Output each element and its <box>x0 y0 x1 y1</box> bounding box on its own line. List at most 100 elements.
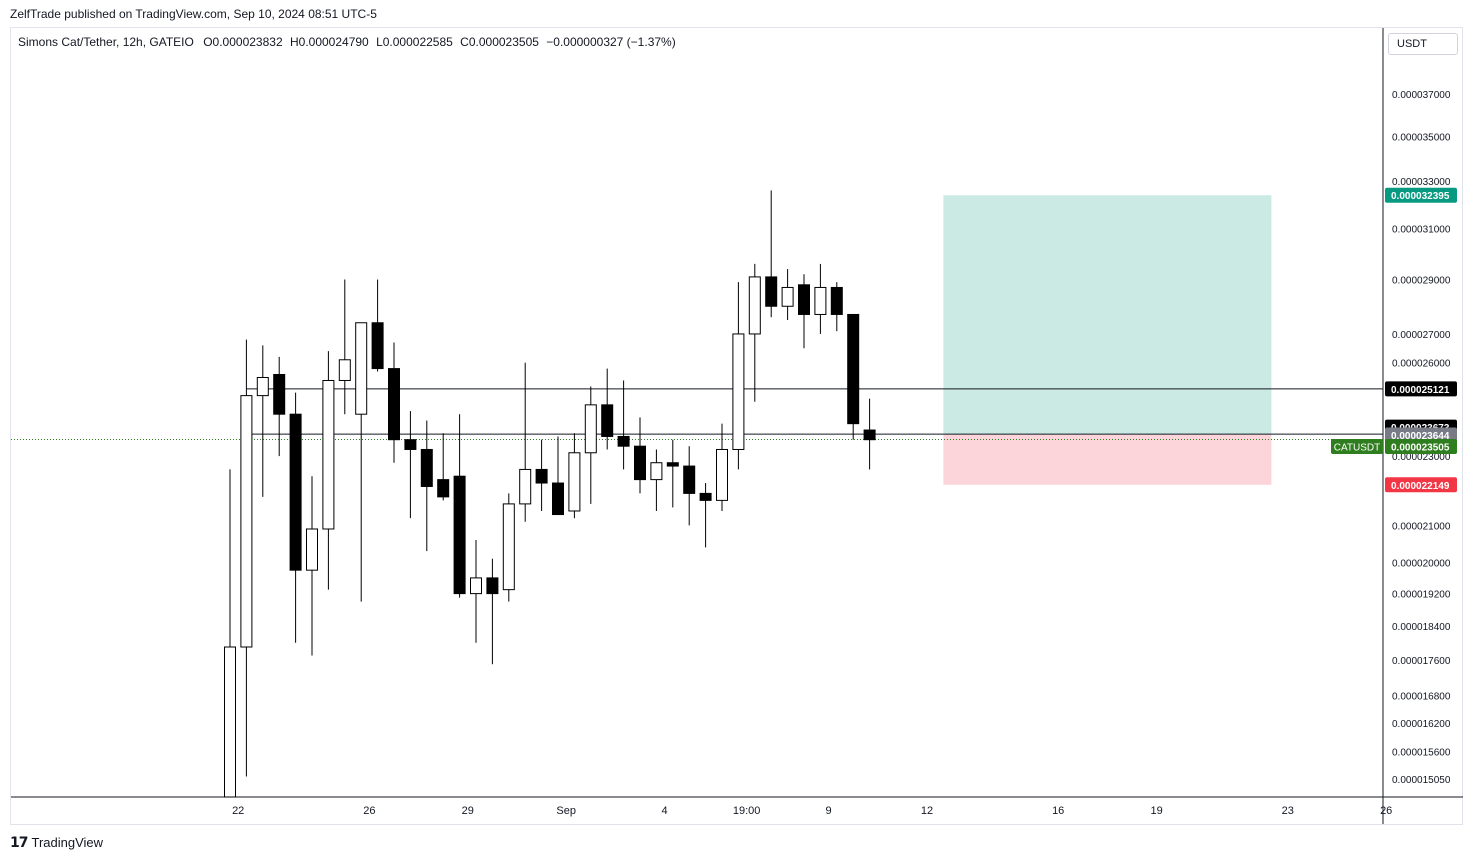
candle-bear-body <box>683 465 696 494</box>
price-label-bg <box>1385 381 1457 397</box>
price-label-text: 0.000023505 <box>1391 443 1450 454</box>
candle-bear-body <box>552 482 564 516</box>
tradingview-logo-icon: 𝟭𝟳 <box>10 834 29 850</box>
footer-brand[interactable]: 𝟭𝟳 TradingView <box>10 834 103 851</box>
x-tick-label: 19 <box>1150 805 1162 817</box>
candle <box>224 469 236 798</box>
price-label-text: 0.000032395 <box>1391 191 1450 202</box>
x-tick-label: 16 <box>1052 805 1064 817</box>
currency-selector[interactable]: USDT <box>1388 33 1458 55</box>
candle-bear-body <box>634 445 646 481</box>
price-label-text: 0.000022149 <box>1391 481 1450 492</box>
y-tick-label: 0.000029000 <box>1392 276 1451 287</box>
candle-bear-body <box>437 479 450 498</box>
candle-bear-body <box>420 448 433 487</box>
y-tick-label: 0.000026000 <box>1392 359 1451 370</box>
y-tick-label: 0.000019200 <box>1392 590 1451 601</box>
candle-bull-body <box>519 468 532 505</box>
candle-bear-body <box>830 286 843 315</box>
price-label-text: 0.000025121 <box>1391 385 1450 396</box>
candle-bull-body <box>470 577 482 595</box>
y-tick-label: 0.000016800 <box>1392 691 1451 702</box>
candle-bull-body <box>781 286 794 307</box>
ohlc-legend: Simons Cat/Tether, 12h, GATEIO O0.000023… <box>18 35 680 49</box>
legend-close-label: C <box>460 35 469 49</box>
legend-close-value: 0.000023505 <box>468 35 539 49</box>
candle-bear-body <box>535 468 548 484</box>
y-tick-label: 0.000020000 <box>1392 559 1451 570</box>
candle <box>748 263 761 402</box>
candle-bull-body <box>355 322 368 415</box>
candle <box>634 417 646 494</box>
candle-bear-body <box>798 284 810 315</box>
price-label-bg <box>1385 427 1457 443</box>
candle-bear-body <box>617 435 630 447</box>
price-label-level: 0.000025121 <box>1385 381 1457 397</box>
x-tick-label: 26 <box>363 805 375 817</box>
candle-bull-body <box>716 448 728 501</box>
candle <box>273 356 286 457</box>
candle <box>732 282 745 470</box>
legend-change: −0.000000327 (−1.37%) <box>546 35 676 49</box>
candle <box>453 414 466 598</box>
y-tick-label: 0.000031000 <box>1392 225 1451 236</box>
candle-bull-body <box>502 503 515 591</box>
candle <box>666 439 679 508</box>
y-tick-label: 0.000023000 <box>1392 452 1451 463</box>
candle-bull-body <box>240 395 253 648</box>
x-tick-label: 26 <box>1380 805 1392 817</box>
candle <box>617 380 630 470</box>
x-tick-label: 19:00 <box>733 805 761 817</box>
candle <box>404 411 417 519</box>
candle <box>256 345 269 497</box>
y-tick-label: 0.000015600 <box>1392 748 1451 759</box>
x-tick-label: 9 <box>826 805 832 817</box>
legend-low-value: 0.000022585 <box>382 35 453 49</box>
y-tick-label: 0.000027000 <box>1392 330 1451 341</box>
candle <box>765 190 778 318</box>
x-tick-label: 12 <box>921 805 933 817</box>
candle <box>470 540 482 643</box>
candle <box>798 274 810 349</box>
legend-open-value: 0.000023832 <box>212 35 283 49</box>
candle-bear-body <box>388 368 400 441</box>
candle-bull-body <box>814 286 827 315</box>
candle <box>338 279 351 415</box>
price-label-text: 0.000023644 <box>1391 431 1450 442</box>
candle <box>830 282 843 332</box>
candle-bull-body <box>584 404 597 454</box>
price-label-bg <box>1385 187 1457 203</box>
candle <box>716 423 728 511</box>
price-label-last: 0.000023505 CATUSDT <box>1331 439 1457 455</box>
y-tick-label: 0.000015050 <box>1392 775 1451 786</box>
candle <box>814 263 827 334</box>
candle <box>289 392 302 643</box>
y-tick-label: 0.000021000 <box>1392 521 1451 532</box>
symbol-tag-bg <box>1331 439 1383 455</box>
price-label-bg <box>1385 477 1457 493</box>
candle-bull-body <box>322 379 335 530</box>
y-tick-label: 0.000016200 <box>1392 719 1451 730</box>
candle <box>502 493 515 602</box>
candle-bull-body <box>338 359 351 381</box>
x-tick-label: 23 <box>1282 805 1294 817</box>
candle <box>519 362 532 522</box>
candle-bull-body <box>748 276 761 335</box>
legend-symbol[interactable]: Simons Cat/Tether, 12h, GATEIO <box>18 35 194 49</box>
candle-bear-body <box>699 492 712 501</box>
legend-high-value: 0.000024790 <box>298 35 369 49</box>
y-tick-label: 0.000018400 <box>1392 622 1451 633</box>
candle <box>486 558 499 665</box>
publisher-header: ZelfTrade published on TradingView.com, … <box>10 7 377 21</box>
price-label-stop: 0.000022149 <box>1385 477 1457 493</box>
candle <box>306 476 318 656</box>
candle <box>781 269 794 320</box>
y-tick-label: 0.000033000 <box>1392 177 1451 188</box>
candle <box>584 386 597 504</box>
candle-bull-body <box>650 462 663 481</box>
candle <box>699 483 712 548</box>
candle-bull-body <box>568 452 581 512</box>
candle <box>847 313 860 440</box>
target-zone <box>943 195 1272 435</box>
